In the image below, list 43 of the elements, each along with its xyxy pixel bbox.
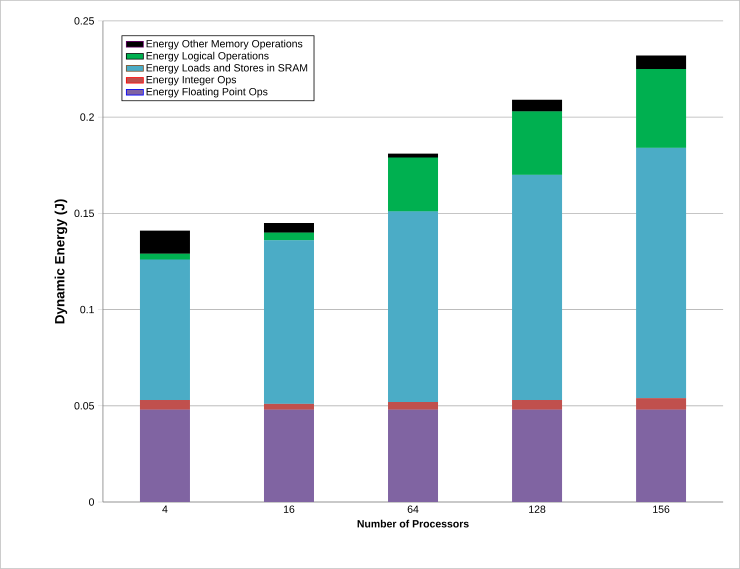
y-tick-label: 0.05 xyxy=(74,402,94,410)
y-tick-label: 0.2 xyxy=(80,113,94,121)
bar xyxy=(140,260,190,400)
legend-label: Energy Integer Ops xyxy=(146,76,236,86)
bar xyxy=(388,211,438,402)
bar xyxy=(512,400,562,410)
bar xyxy=(388,410,438,502)
bar xyxy=(636,69,686,148)
x-axis-title: Number of Processors xyxy=(358,520,469,528)
bar xyxy=(264,222,314,233)
bar xyxy=(636,148,686,398)
bar xyxy=(512,410,562,502)
x-tick-label: 128 xyxy=(529,506,546,513)
bar xyxy=(264,404,314,410)
bar xyxy=(140,410,190,502)
y-tick-label: 0.15 xyxy=(74,210,94,218)
bar xyxy=(388,158,438,212)
y-axis-title: Dynamic Energy (J) xyxy=(54,199,68,324)
bar xyxy=(264,232,314,240)
legend-label: Energy Floating Point Ops xyxy=(146,88,268,98)
bar xyxy=(512,111,562,175)
x-tick-label: 4 xyxy=(162,506,168,513)
y-tick-label: 0 xyxy=(89,498,94,506)
x-tick-label: 156 xyxy=(653,506,670,513)
bar xyxy=(140,400,190,410)
bar xyxy=(636,410,686,502)
bar xyxy=(264,240,314,404)
bar xyxy=(264,410,314,502)
bar xyxy=(140,230,190,254)
bar xyxy=(636,56,686,70)
bar xyxy=(512,100,562,112)
bar xyxy=(388,154,438,158)
bar xyxy=(140,254,190,260)
y-tick-label: 0.1 xyxy=(80,306,94,314)
bar xyxy=(388,402,438,410)
x-tick-label: 16 xyxy=(284,506,294,513)
legend-label: Energy Loads and Stores in SRAM xyxy=(146,64,308,74)
bar xyxy=(512,174,562,400)
legend-label: Energy Logical Operations xyxy=(146,52,269,62)
y-tick-label: 0.25 xyxy=(74,17,94,25)
x-tick-label: 64 xyxy=(408,506,419,513)
bar xyxy=(636,398,686,410)
legend-label: Energy Other Memory Operations xyxy=(146,40,302,50)
